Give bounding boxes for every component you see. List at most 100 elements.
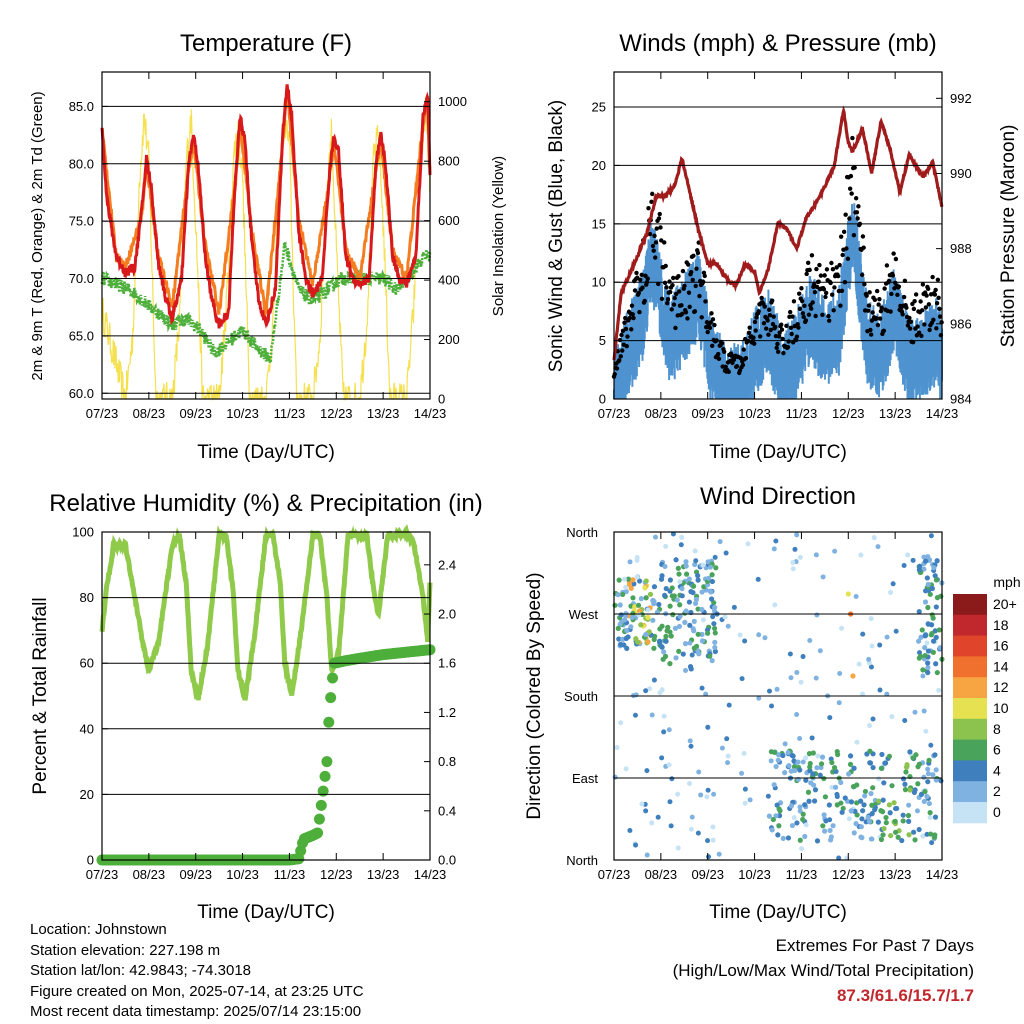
direction-point	[834, 748, 840, 755]
direction-point	[894, 805, 900, 812]
gust-point	[904, 305, 909, 310]
dewpoint-line	[100, 241, 432, 363]
direction-point	[936, 687, 942, 693]
direction-point	[643, 595, 649, 601]
gust-point	[809, 253, 815, 258]
direction-point	[618, 720, 624, 726]
direction-point	[615, 625, 621, 631]
direction-point	[777, 808, 783, 814]
gust-point	[832, 285, 837, 290]
gust-point	[828, 280, 833, 286]
direction-point	[862, 788, 869, 795]
gust-point	[630, 312, 635, 317]
direction-point	[829, 759, 835, 766]
direction-point	[713, 565, 719, 571]
gust-point	[617, 358, 622, 363]
direction-point	[906, 802, 912, 808]
direction-point	[621, 642, 627, 648]
gust-point	[912, 298, 917, 304]
winds-ytick-label: 25	[592, 100, 606, 115]
gust-point	[810, 300, 815, 305]
direction-point	[933, 634, 939, 640]
gust-point	[913, 292, 919, 297]
gust-point	[855, 216, 860, 221]
direction-point	[663, 638, 669, 644]
direction-point	[837, 670, 843, 676]
direction-ytick-label: South	[564, 689, 598, 704]
direction-point	[666, 762, 672, 768]
direction-point	[705, 630, 711, 636]
direction-point	[901, 562, 907, 568]
temperature-ytick-label: 65.0	[69, 328, 94, 343]
direction-point	[712, 554, 718, 560]
humidity-y2tick-label: 0.0	[438, 853, 456, 868]
direction-point	[848, 799, 855, 805]
gust-point	[806, 312, 812, 317]
direction-point	[933, 767, 939, 773]
direction-xtick-label: 11/23	[786, 867, 818, 882]
direction-point	[683, 667, 689, 673]
gust-point	[859, 272, 865, 278]
direction-point	[651, 645, 657, 651]
gust-point	[754, 315, 759, 320]
gust-point	[911, 306, 917, 312]
direction-point	[930, 615, 936, 621]
direction-point	[691, 583, 697, 589]
humidity-ytick-label: 80	[80, 590, 94, 605]
humidity-y2tick-label: 0.4	[438, 803, 456, 818]
direction-point	[911, 829, 917, 835]
direction-point	[900, 776, 907, 782]
gust-point	[747, 325, 752, 330]
direction-point	[861, 802, 867, 808]
direction-point	[820, 823, 826, 829]
direction-point	[788, 803, 795, 809]
gust-point	[888, 309, 893, 314]
direction-point	[929, 585, 935, 592]
gust-point	[849, 191, 854, 196]
gust-point	[891, 251, 896, 256]
direction-point	[891, 800, 897, 806]
direction-point	[892, 818, 898, 824]
direction-point	[683, 608, 689, 614]
direction-point	[639, 801, 645, 807]
direction-point	[890, 581, 896, 587]
gust-point	[893, 256, 899, 262]
direction-point	[709, 657, 715, 664]
gust-point	[619, 332, 624, 338]
direction-point	[747, 797, 753, 803]
direction-point	[869, 643, 875, 649]
gust-point	[935, 277, 941, 282]
direction-point	[696, 769, 702, 775]
direction-point	[623, 635, 629, 641]
gust-point	[702, 273, 707, 279]
colorbar-title: mph	[993, 574, 1020, 590]
direction-point	[800, 811, 806, 817]
direction-point	[661, 649, 667, 655]
gust-point	[877, 316, 883, 321]
humidity-panel: Relative Humidity (%) & Precipitation (i…	[30, 490, 483, 923]
direction-point	[809, 735, 815, 741]
direction-point	[934, 669, 940, 676]
temperature-ytick-label: 75.0	[69, 214, 94, 229]
temperature-ytick-label: 80.0	[69, 156, 94, 171]
direction-point	[811, 782, 817, 788]
direction-point	[643, 578, 649, 584]
gust-point	[800, 311, 806, 316]
humidity-xtick-label: 11/23	[274, 867, 306, 882]
direction-point	[839, 809, 845, 815]
gust-point	[771, 314, 776, 319]
direction-point	[775, 757, 781, 763]
direction-point	[780, 835, 786, 841]
precipitation-point	[312, 827, 324, 839]
gust-point	[710, 343, 715, 349]
direction-point	[839, 625, 845, 631]
direction-point	[667, 577, 673, 583]
direction-point	[870, 764, 876, 771]
humidity-xtick-label: 12/23	[320, 867, 353, 882]
direction-point	[924, 793, 930, 800]
gust-point	[647, 231, 653, 237]
winds-ytick-label: 20	[592, 158, 606, 173]
direction-point	[636, 608, 643, 614]
direction-point	[755, 576, 761, 582]
gust-point	[734, 364, 740, 369]
